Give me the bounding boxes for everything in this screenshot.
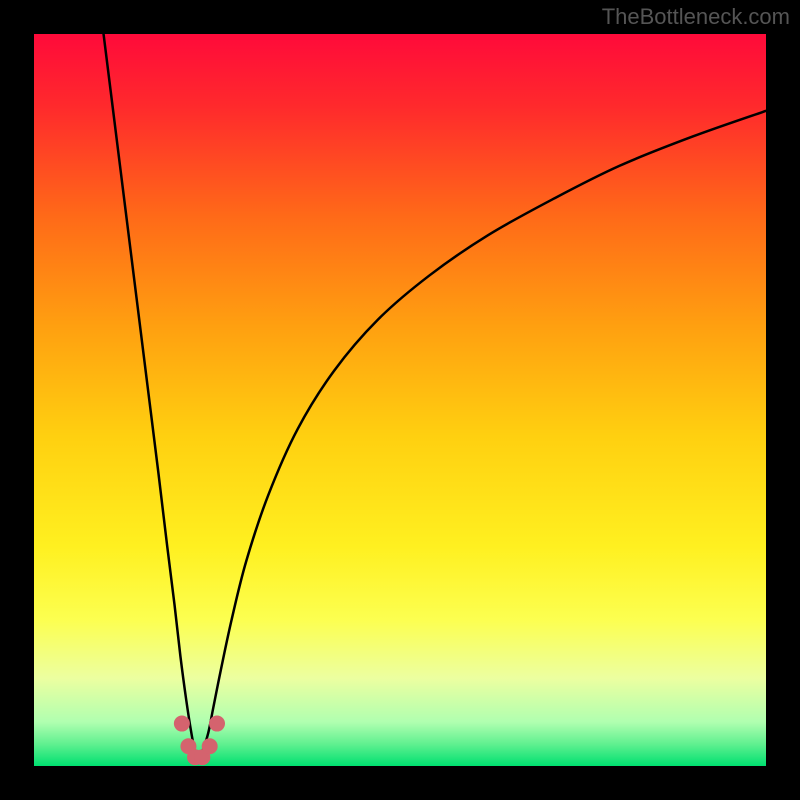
chart-container: TheBottleneck.com [0,0,800,800]
curve-marker [202,738,218,754]
curve-marker [174,716,190,732]
chart-svg [0,0,800,800]
watermark-text: TheBottleneck.com [602,4,790,30]
plot-background [34,34,766,766]
curve-marker [209,716,225,732]
